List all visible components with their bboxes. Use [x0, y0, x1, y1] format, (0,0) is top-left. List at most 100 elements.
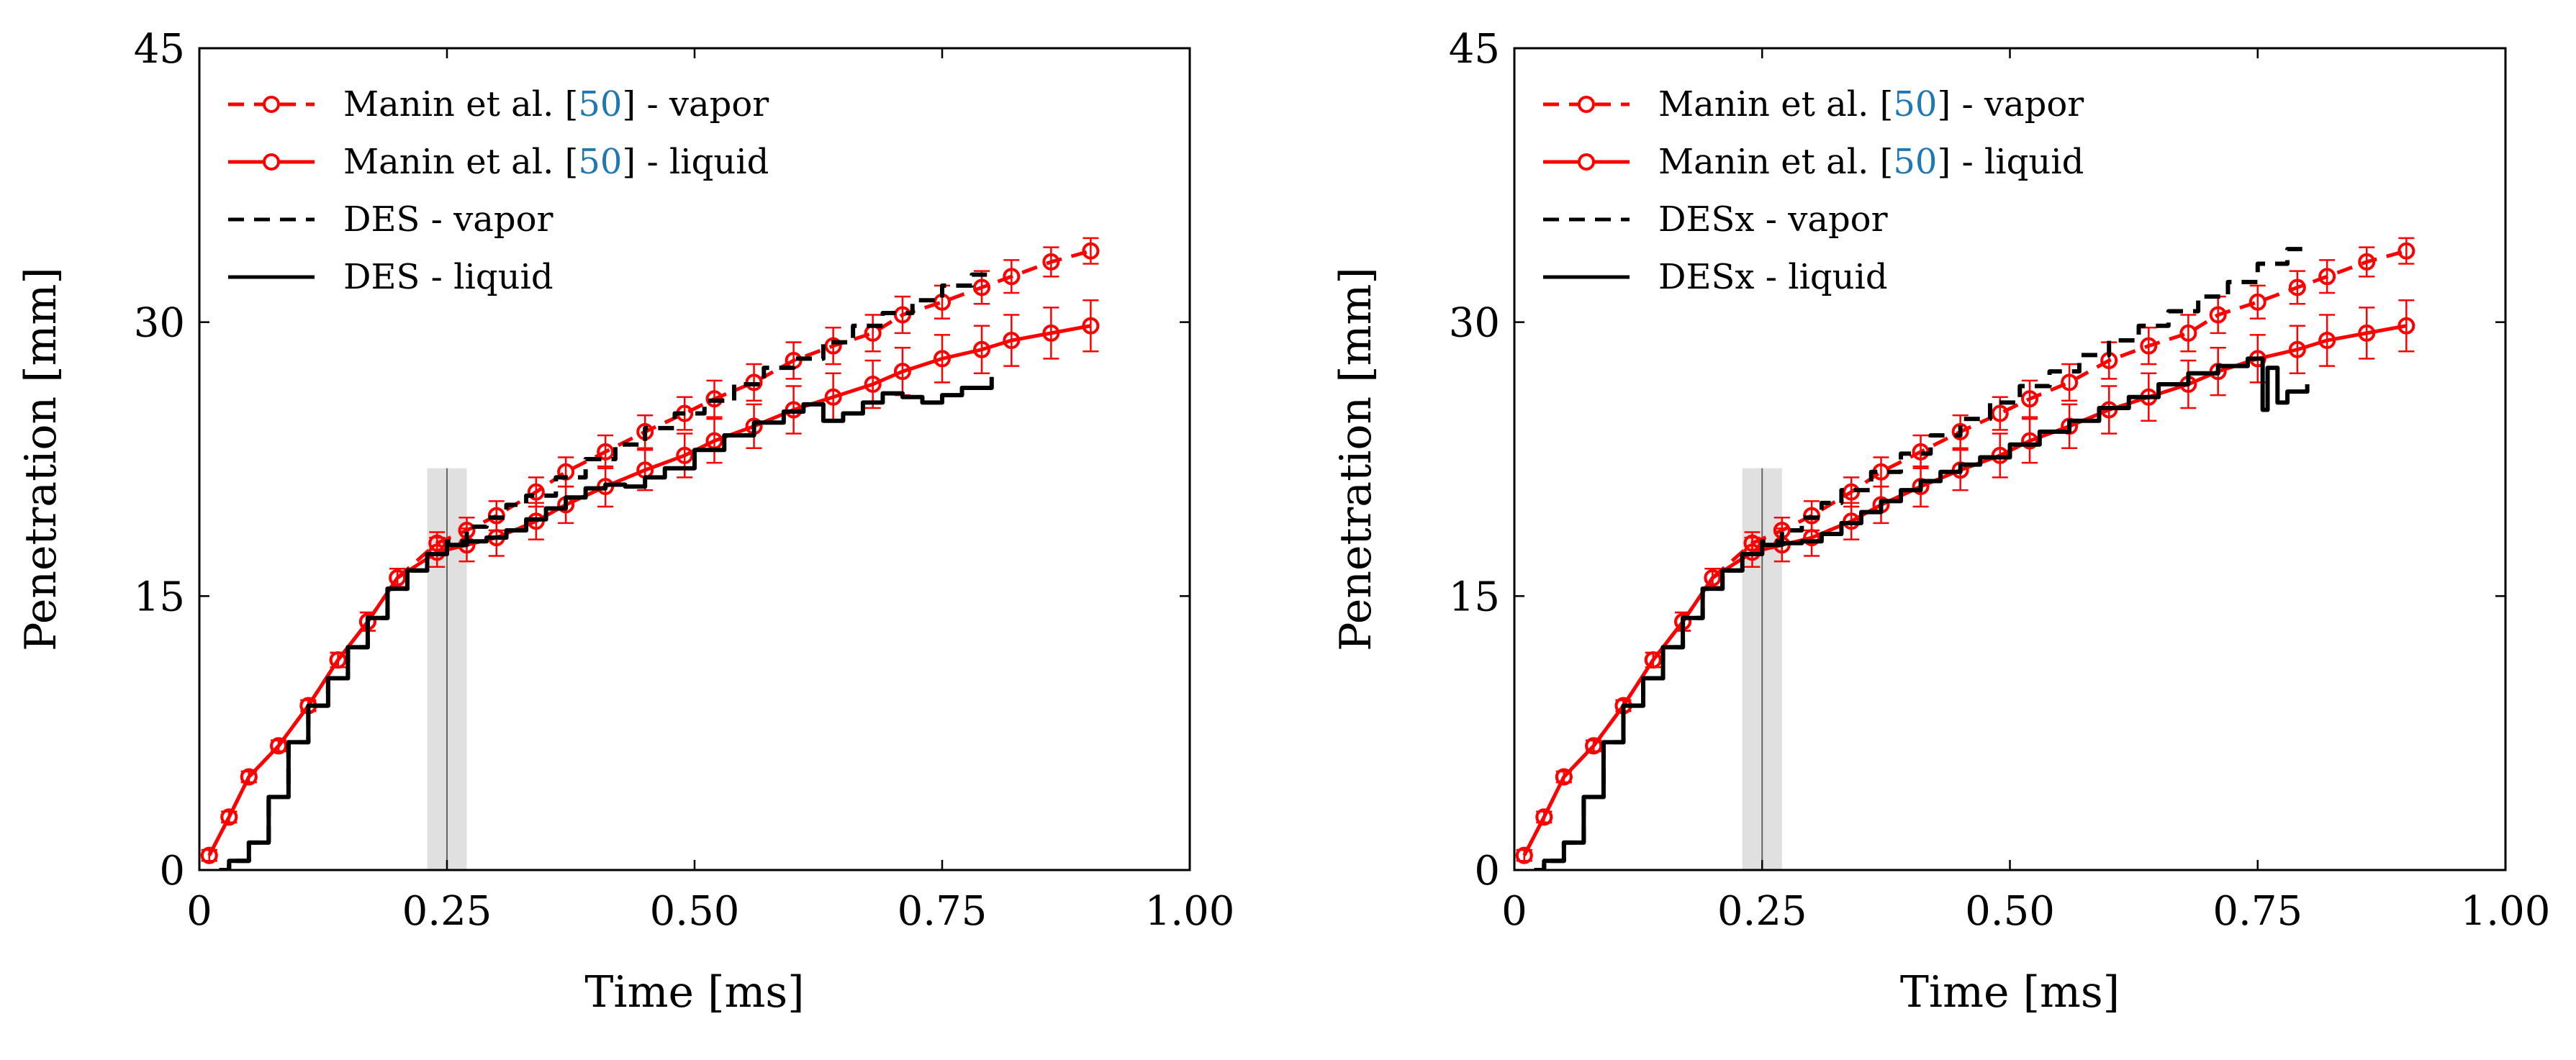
data-point: [1951, 422, 1969, 440]
x-tick-label: 1.00: [1145, 888, 1235, 935]
series-manin-et-al-50-vapor: [1515, 237, 2415, 864]
data-point: [1003, 268, 1021, 286]
data-point: [2061, 373, 2079, 391]
legend-swatch-marker: [263, 96, 280, 113]
data-point: [1082, 317, 1100, 335]
legend-label: DES - vapor: [343, 199, 553, 240]
plot-area: [1515, 237, 2415, 870]
data-point: [1535, 808, 1553, 826]
y-tick-label: 0: [159, 848, 185, 894]
data-point: [2398, 242, 2415, 260]
series-des-liquid-line: [219, 376, 994, 870]
left-panel: 0 0.25 0.50 0.75 1.00 0 15 30 45 Time [ms] Penetra…: [16, 26, 1234, 1018]
legend-label-text: Manin et al. [: [343, 142, 578, 182]
legend-label: Manin et al. [50] - liquid: [1658, 142, 2084, 182]
data-point: [1803, 529, 1821, 547]
legend-label-suffix: ] - liquid: [1937, 142, 2084, 182]
legend-label-text: DES - vapor: [343, 199, 553, 240]
legend-label: Manin et al. [50] - vapor: [343, 84, 769, 124]
y-tick-label: 45: [1449, 26, 1500, 73]
legend-reference-link: 50: [578, 84, 622, 124]
data-point: [1042, 253, 1060, 271]
data-point: [2179, 324, 2197, 342]
y-tick-label: 15: [1449, 574, 1500, 620]
data-point: [864, 375, 882, 393]
legend-label-suffix: ] - vapor: [1937, 84, 2084, 124]
data-point: [270, 737, 288, 755]
series-manin-et-al-50-vapor-line: [1522, 249, 2407, 856]
series-manin-et-al-50-liquid: [200, 299, 1100, 864]
data-point: [2021, 432, 2039, 450]
series-manin-et-al-50-liquid-line: [1522, 324, 2407, 856]
right-panel: 0 0.25 0.50 0.75 1.00 0 15 30 45 Time [ms] Penetra…: [1331, 26, 2550, 1018]
x-tick-label: 0.50: [650, 888, 740, 935]
plot-area: [200, 237, 1100, 870]
data-point: [329, 651, 347, 669]
data-point: [893, 363, 911, 381]
data-point: [2140, 337, 2158, 355]
data-point: [2398, 317, 2415, 335]
data-point: [2288, 340, 2306, 358]
data-point: [1082, 242, 1100, 260]
legend-label-text: Manin et al. [: [1658, 84, 1893, 124]
y-axis-title: Penetration [mm]: [16, 267, 66, 651]
x-tick-label: 0.25: [1717, 888, 1807, 935]
legend-label: Manin et al. [50] - liquid: [343, 142, 769, 182]
data-point: [973, 278, 991, 296]
data-point: [2318, 268, 2336, 286]
legend-label-suffix: ] - vapor: [622, 84, 769, 124]
data-point: [597, 443, 615, 461]
data-point: [1585, 737, 1603, 755]
legend-label: DESx - liquid: [1658, 257, 1888, 297]
legend-label-text: Manin et al. [: [1658, 142, 1893, 182]
data-point: [973, 340, 991, 358]
data-point: [389, 568, 407, 586]
x-tick-label: 0: [186, 888, 212, 935]
legend-label: Manin et al. [50] - vapor: [1658, 84, 2084, 124]
y-tick-label: 15: [134, 574, 185, 620]
data-point: [200, 846, 218, 864]
data-point: [240, 768, 258, 786]
legend-label-text: DESx - liquid: [1658, 257, 1888, 297]
data-point: [934, 350, 951, 368]
y-tick-label: 45: [134, 26, 185, 73]
x-axis-title: Time [ms]: [1900, 967, 2120, 1018]
x-tick-label: 0.75: [898, 888, 988, 935]
data-point: [824, 337, 842, 355]
data-point: [1704, 568, 1722, 586]
legend-swatch-marker: [263, 153, 280, 171]
data-point: [2288, 278, 2306, 296]
data-point: [676, 446, 694, 464]
data-point: [2358, 324, 2376, 342]
x-tick-label: 0.50: [1965, 888, 2055, 935]
data-point: [2021, 390, 2039, 408]
series-des-liquid: [219, 376, 994, 870]
data-point: [2358, 253, 2376, 271]
series-manin-et-al-50-vapor-line: [207, 249, 1092, 856]
y-tick-label: 30: [1449, 300, 1500, 347]
legend-label-text: Manin et al. [: [343, 84, 578, 124]
legend-label-text: DES - liquid: [343, 257, 553, 297]
series-manin-et-al-50-vapor: [200, 237, 1100, 864]
data-point: [1042, 324, 1060, 342]
data-point: [2209, 306, 2227, 324]
data-point: [220, 808, 238, 826]
data-point: [1003, 332, 1021, 350]
x-tick-label: 0.75: [2213, 888, 2302, 935]
legend-label: DESx - vapor: [1658, 199, 1888, 240]
x-tick-label: 1.00: [2461, 888, 2551, 935]
legend-reference-link: 50: [578, 142, 622, 182]
series-desx-liquid-line: [1534, 356, 2310, 870]
legend-label-text: DESx - vapor: [1658, 199, 1888, 240]
legend-label-suffix: ] - liquid: [622, 142, 769, 182]
data-point: [527, 483, 545, 501]
y-axis-title: Penetration [mm]: [1331, 267, 1381, 651]
legend-swatch-marker: [1578, 96, 1595, 113]
legend-reference-link: 50: [1893, 84, 1937, 124]
y-tick-label: 0: [1474, 848, 1500, 894]
series-desx-liquid: [1534, 356, 2310, 870]
x-tick-label: 0: [1501, 888, 1527, 935]
